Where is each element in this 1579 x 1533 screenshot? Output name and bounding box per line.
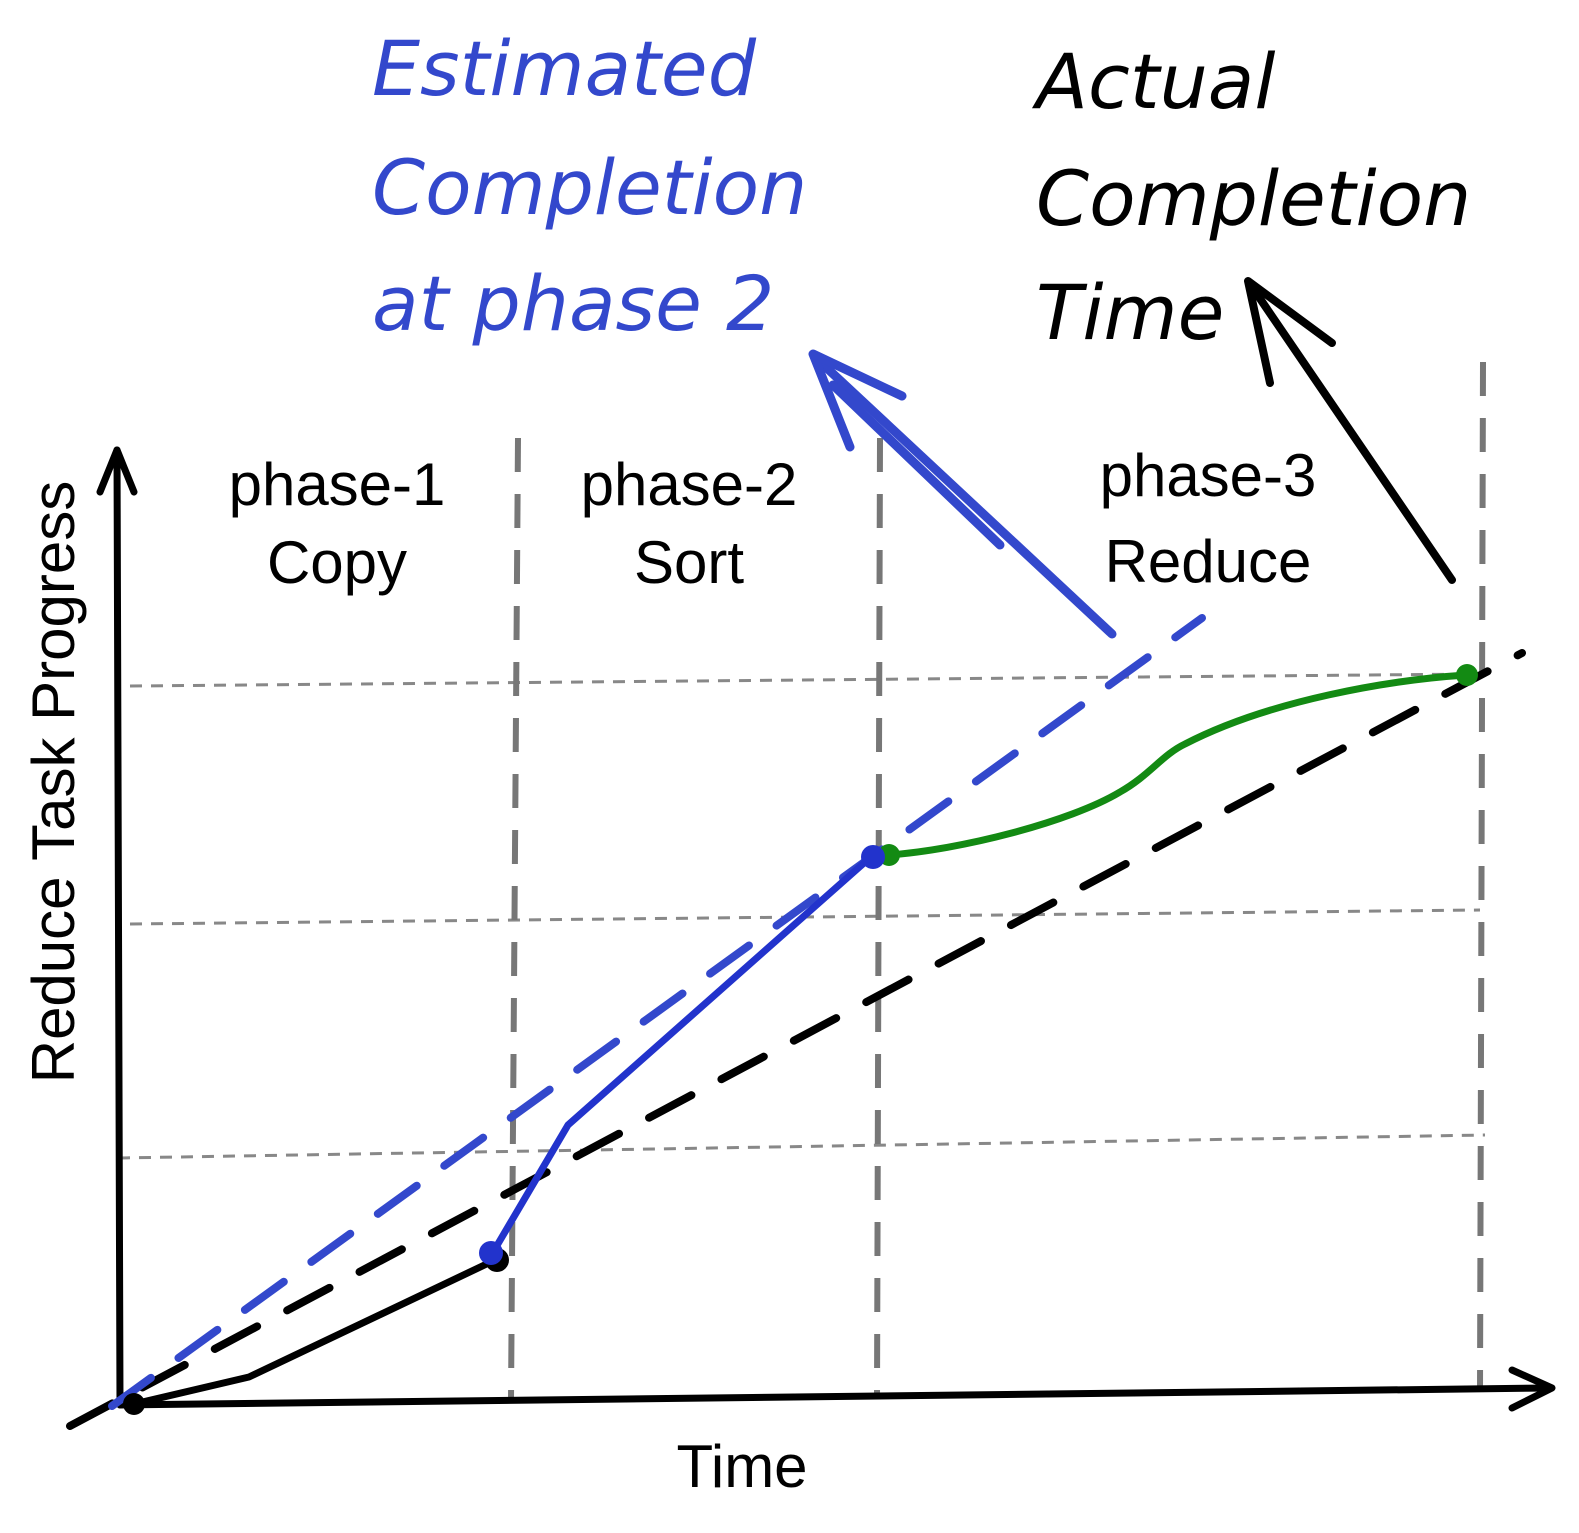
estimated-annotation-line-3: at phase 2 bbox=[372, 259, 774, 348]
actual-arrow-head bbox=[1244, 277, 1336, 387]
phase-labels: phase-1 Copy phase-2 Sort phase-3 Reduce bbox=[229, 442, 1317, 596]
estimated-annotation-line-1: Estimated bbox=[372, 24, 757, 113]
phase2-estimate-dashed-line bbox=[108, 614, 1206, 1410]
guide-line-bottom bbox=[117, 1133, 1486, 1160]
phase-divider-2 bbox=[874, 437, 883, 1399]
phase2-end-dot bbox=[861, 845, 885, 869]
actual-progress-phase1 bbox=[130, 1256, 499, 1408]
actual-completion-annotation: Actual Completion Time bbox=[1031, 37, 1471, 357]
estimated-annotation-line-2: Completion bbox=[372, 143, 807, 232]
phase-1-name: phase-1 bbox=[229, 451, 446, 518]
initial-estimate-dashed-line bbox=[66, 649, 1526, 1430]
actual-annotation-line-2: Completion bbox=[1036, 154, 1471, 243]
x-axis bbox=[116, 1384, 1554, 1409]
guide-line-top bbox=[129, 672, 1481, 688]
start-dot bbox=[123, 1393, 145, 1415]
actual-progress-phase3 bbox=[884, 671, 1470, 859]
y-axis bbox=[113, 446, 124, 1409]
y-axis-arrowhead bbox=[96, 446, 138, 496]
x-axis-arrowhead bbox=[1508, 1366, 1556, 1412]
actual-annotation-line-3: Time bbox=[1036, 268, 1224, 357]
axes bbox=[96, 446, 1556, 1412]
actual-completion-arrow bbox=[1244, 277, 1456, 584]
phase-divider-1 bbox=[508, 437, 521, 1401]
y-axis-label: Reduce Task Progress bbox=[20, 481, 87, 1084]
actual-annotation-line-1: Actual bbox=[1031, 37, 1275, 126]
estimated-completion-arrow bbox=[808, 349, 1117, 639]
estimated-arrow-shaft-stroke2 bbox=[828, 380, 1005, 550]
estimated-completion-annotation: Estimated Completion at phase 2 bbox=[372, 24, 807, 348]
phase-1-subtitle: Copy bbox=[267, 529, 407, 596]
phase-3-name: phase-3 bbox=[1100, 442, 1317, 509]
estimated-arrow-head bbox=[808, 349, 907, 452]
phase-2-subtitle: Sort bbox=[634, 529, 744, 596]
phase-3-subtitle: Reduce bbox=[1105, 528, 1312, 595]
completion-dot bbox=[1456, 664, 1478, 686]
phase-2-name: phase-2 bbox=[581, 451, 798, 518]
actual-arrow-shaft bbox=[1246, 280, 1456, 584]
phase-divider-3 bbox=[1477, 361, 1486, 1393]
phase-dividers bbox=[508, 361, 1486, 1401]
phase1-end-dot bbox=[479, 1241, 503, 1265]
estimated-arrow-shaft bbox=[810, 352, 1117, 639]
x-axis-label: Time bbox=[676, 1433, 807, 1500]
actual-progress-phase2 bbox=[488, 851, 877, 1258]
